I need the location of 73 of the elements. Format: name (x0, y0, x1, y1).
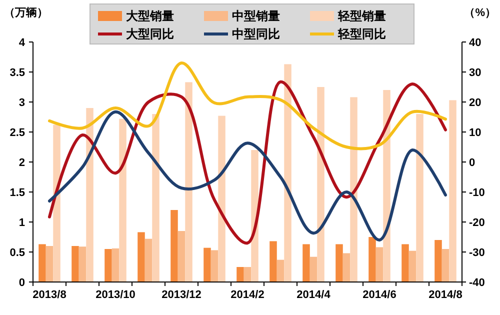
y-tick-label: 1 (18, 216, 25, 229)
legend-label: 轻型销量 (337, 9, 386, 24)
bar (210, 250, 218, 282)
bar (53, 124, 60, 282)
bar (38, 244, 46, 282)
y-tick-label: 2.5 (10, 126, 25, 139)
bar (185, 82, 192, 282)
x-tick-label: 2014/8 (428, 289, 462, 301)
line-series (48, 110, 447, 242)
bar (104, 249, 112, 282)
y2-tick-label: 20 (469, 96, 482, 109)
bar (449, 100, 456, 282)
legend-label: 大型同比 (126, 27, 174, 42)
bar (368, 237, 376, 282)
y-tick-label: 0.5 (10, 246, 25, 259)
bar (408, 250, 416, 282)
y-tick-label: 1.5 (10, 186, 25, 199)
bar (270, 241, 277, 282)
bar (72, 246, 79, 282)
line-series (48, 80, 447, 244)
y2-tick-label: 30 (469, 66, 482, 79)
y2-tick-label: 10 (469, 126, 482, 139)
y2-tick-label: -10 (469, 186, 485, 199)
bar (376, 247, 384, 282)
x-tick-label: 2013/10 (96, 289, 136, 301)
y2-tick-label: -20 (469, 216, 485, 229)
bar (284, 64, 292, 282)
bar (178, 231, 186, 282)
y-tick-label: 0 (18, 276, 25, 289)
bar (138, 232, 145, 282)
bar (276, 260, 284, 282)
bar (218, 116, 226, 282)
y-tick-label: 2 (18, 156, 25, 169)
x-tick-label: 2014/4 (296, 289, 332, 301)
bar (442, 249, 450, 282)
y2-tick-label: -40 (469, 276, 485, 289)
bar (46, 246, 54, 282)
bar (310, 256, 318, 282)
legend-label: 轻型同比 (337, 27, 386, 42)
x-tick-label: 2014/6 (362, 289, 396, 301)
bar (317, 87, 324, 282)
x-tick-label: 2013/8 (32, 289, 66, 301)
y-tick-label: 3 (18, 96, 25, 109)
legend-label: 中型销量 (232, 9, 280, 24)
x-tick-label: 2013/12 (162, 289, 202, 301)
bar (251, 150, 258, 282)
legend-label: 大型销量 (126, 9, 174, 24)
bar (78, 246, 86, 282)
bar (434, 240, 442, 282)
bar (144, 238, 152, 282)
bar (244, 267, 252, 282)
y2-tick-label: 0 (469, 156, 476, 169)
bar (416, 114, 424, 282)
bar (204, 248, 211, 282)
bar (402, 244, 409, 282)
legend-label: 中型同比 (232, 27, 280, 42)
bar (342, 253, 350, 282)
bar (302, 244, 310, 282)
bar (350, 97, 358, 282)
bar (112, 248, 120, 282)
y2-tick-label: 40 (469, 36, 482, 49)
y-tick-label: 4 (18, 36, 26, 49)
bar (86, 108, 94, 282)
y-axis-title: （万辆） (4, 6, 48, 19)
y2-tick-label: -30 (469, 246, 485, 259)
bar (336, 244, 343, 282)
bar (152, 114, 160, 282)
bar (170, 210, 178, 282)
y-tick-label: 3.5 (10, 66, 25, 79)
x-tick-label: 2014/2 (230, 289, 264, 301)
bar (236, 267, 244, 282)
y2-axis-title: （%） (464, 7, 496, 19)
bar (119, 118, 126, 282)
